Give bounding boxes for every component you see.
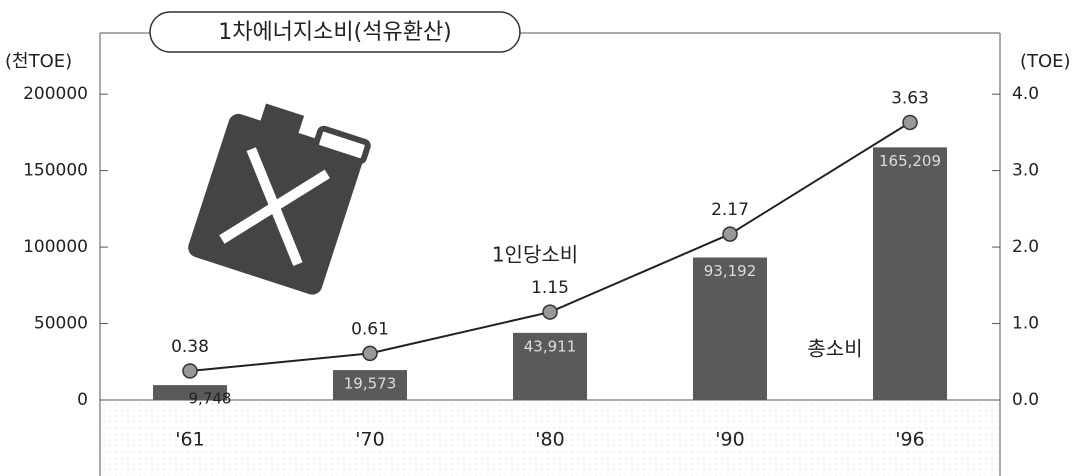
- chart-title: 1차에너지소비(석유환산): [218, 20, 452, 45]
- line-marker: [542, 304, 558, 320]
- y-tick-label: 200000: [23, 84, 88, 104]
- y2-axis-label: (TOE): [1020, 51, 1071, 72]
- line-marker: [182, 363, 198, 379]
- bar: [873, 147, 947, 400]
- y2-tick-label: 3.0: [1012, 161, 1039, 181]
- y-tick-label: 150000: [23, 161, 88, 181]
- x-tick-label: '80: [535, 429, 564, 451]
- line-value-label: 2.17: [711, 200, 749, 220]
- y-tick-label: 50000: [34, 314, 88, 334]
- series-label: 1인당소비: [492, 243, 578, 267]
- y2-tick-label: 2.0: [1012, 237, 1039, 257]
- x-band: [100, 400, 1000, 476]
- line-marker: [722, 226, 738, 242]
- x-tick-label: '90: [715, 429, 744, 451]
- bar: [693, 257, 767, 400]
- bar: [153, 385, 227, 400]
- line-value-label: 0.61: [351, 319, 389, 339]
- bar: [333, 370, 407, 400]
- title-box: [149, 11, 521, 53]
- bar-value-label: 93,192: [704, 262, 757, 280]
- bar: [513, 332, 587, 400]
- x-tick-label: '61: [175, 429, 204, 451]
- y-tick-label: 0: [77, 390, 88, 410]
- x-tick-label: '70: [355, 429, 384, 451]
- y2-tick-label: 0.0: [1012, 390, 1039, 410]
- line-marker: [362, 345, 378, 362]
- bar-value-label: 9,748: [189, 390, 232, 408]
- fuel-can-icon: [188, 103, 371, 295]
- line-marker: [902, 114, 918, 131]
- line-value-label: 3.63: [891, 88, 929, 108]
- y-tick-label: 100000: [23, 237, 88, 257]
- y2-tick-label: 1.0: [1012, 314, 1039, 334]
- x-tick-label: '96: [895, 429, 924, 451]
- bar-value-label: 165,209: [879, 152, 941, 170]
- y2-tick-label: 4.0: [1012, 84, 1039, 104]
- y-axis-label: (천TOE): [5, 51, 72, 72]
- series-label: 총소비: [807, 337, 862, 361]
- line-value-label: 1.15: [531, 278, 569, 298]
- line-value-label: 0.38: [171, 337, 209, 357]
- bar-value-label: 43,911: [524, 337, 577, 355]
- bar-value-label: 19,573: [344, 375, 397, 393]
